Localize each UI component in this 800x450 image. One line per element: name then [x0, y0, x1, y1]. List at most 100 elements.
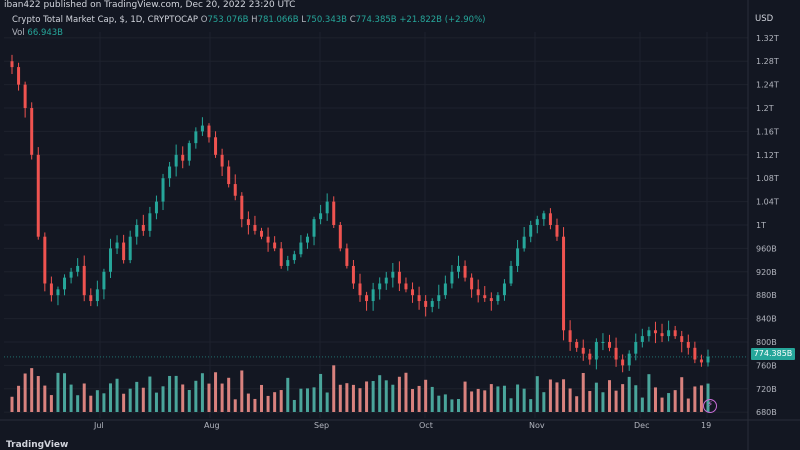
candle-body: [181, 154, 185, 161]
candle-body: [174, 154, 178, 167]
candle-body: [614, 347, 618, 360]
candle-body: [227, 166, 231, 185]
candle-body: [286, 260, 290, 266]
x-tick-label: Jul: [93, 421, 104, 430]
volume-bar: [358, 388, 362, 412]
candle-body: [36, 154, 40, 237]
y-tick-label: 1.2T: [756, 104, 774, 113]
candle-body: [187, 143, 191, 161]
candle-body: [516, 248, 520, 266]
candle-body: [529, 225, 533, 237]
candle-body: [122, 242, 126, 261]
candle-body: [260, 230, 264, 237]
volume-bar: [699, 385, 703, 412]
currency-label[interactable]: USD: [755, 14, 774, 24]
candle-body: [391, 271, 395, 278]
volume-bar: [325, 392, 329, 412]
candle-body: [76, 265, 80, 272]
candle-body: [365, 295, 369, 302]
volume-bar: [286, 377, 290, 412]
volume-bar: [686, 398, 690, 412]
volume-bar: [128, 388, 132, 412]
candle-body: [562, 236, 566, 331]
y-tick-label: 880B: [756, 291, 777, 300]
volume-bar: [378, 375, 382, 412]
volume-bar: [621, 384, 625, 412]
candle-body: [608, 341, 612, 348]
volume-bar: [260, 384, 264, 412]
volume-bar: [424, 379, 428, 412]
candle-body: [220, 154, 224, 167]
x-tick-label: Nov: [529, 421, 545, 430]
candle-body: [456, 265, 460, 272]
y-tick-label: 840B: [756, 315, 777, 324]
volume-bar: [581, 372, 585, 412]
tradingview-logo: TradingView: [6, 440, 68, 450]
price-axis: 1.32T 1.28T 1.24T 1.2T 1.16T 1.12T 1.08T 1.04T 1…: [756, 34, 779, 417]
candle-body: [647, 330, 651, 337]
volume-bar: [522, 388, 526, 412]
candle-body: [233, 184, 237, 196]
volume-label: Vol: [12, 28, 25, 38]
volume-bar: [312, 387, 316, 412]
y-tick-label: 1.24T: [756, 81, 779, 90]
candle-body: [95, 289, 99, 302]
volume-bar: [345, 383, 349, 412]
volume-bar: [502, 385, 506, 412]
volume-bar: [253, 398, 257, 412]
candle-body: [437, 295, 441, 302]
volume-bar: [516, 384, 520, 412]
volume-bar: [529, 399, 533, 412]
volume-bar: [555, 382, 559, 412]
volume-bar: [456, 399, 460, 412]
candle-body: [23, 84, 27, 109]
candle-body: [312, 219, 316, 237]
volume-bar: [351, 384, 355, 412]
candle-body: [371, 289, 375, 302]
volume-bar: [23, 373, 27, 412]
open-label: O: [200, 15, 208, 25]
candle-body: [568, 330, 572, 342]
volume-bar: [17, 385, 21, 412]
candle-body: [542, 213, 546, 220]
volume-bar: [43, 385, 47, 412]
candle-body: [588, 353, 592, 360]
candle-body: [706, 356, 710, 363]
volume-bar: [154, 392, 158, 412]
candle-body: [411, 289, 415, 296]
y-tick-label: 1.12T: [756, 151, 779, 160]
volume-bar: [299, 388, 303, 412]
volume-bar: [135, 381, 139, 412]
volume-bar: [417, 385, 421, 412]
volume-bar: [627, 376, 631, 412]
candle-body: [332, 201, 336, 225]
volume-bar: [470, 391, 474, 412]
candle-body: [214, 137, 218, 155]
y-tick-label: 1.16T: [756, 127, 779, 136]
volume-bar: [332, 365, 336, 412]
volume-bar: [391, 384, 395, 412]
candle-body: [273, 242, 277, 249]
volume-bar: [63, 373, 67, 412]
volume-bar: [397, 376, 401, 412]
volume-bar: [194, 380, 198, 412]
candle-body: [476, 289, 480, 296]
candle-body: [667, 330, 671, 337]
candle-body: [358, 283, 362, 296]
logo-text: TradingView: [6, 440, 69, 450]
candles: [10, 54, 710, 373]
volume-bar: [450, 399, 454, 412]
volume-bar: [273, 392, 277, 412]
candle-body: [266, 236, 270, 243]
close-label: C: [349, 15, 356, 25]
candle-body: [325, 201, 329, 214]
volume-bar: [187, 389, 191, 412]
volume-bar: [76, 395, 80, 412]
candle-body: [279, 248, 283, 266]
volume-bar: [562, 379, 566, 412]
volume-bar: [365, 381, 369, 412]
candle-body: [463, 265, 467, 278]
candle-body: [404, 283, 408, 290]
lightning-icon[interactable]: ⚡: [703, 399, 717, 413]
